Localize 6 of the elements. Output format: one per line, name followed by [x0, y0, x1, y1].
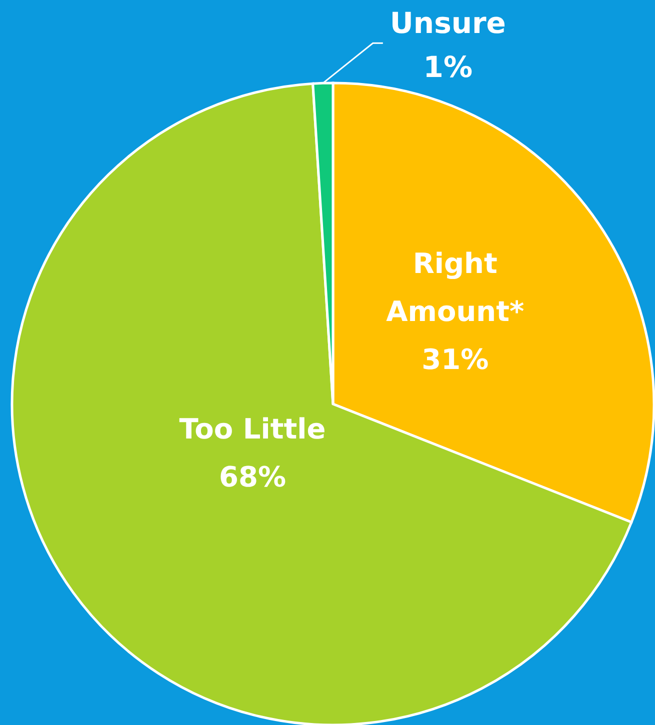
- slice-label: Too Little: [179, 412, 326, 446]
- data-label: 1%: [423, 50, 473, 84]
- slice-label: Right Amount*: [386, 247, 524, 328]
- data-label: 68%: [218, 460, 286, 494]
- slice-label: Unsure: [390, 6, 506, 40]
- data-label: 31%: [422, 343, 489, 376]
